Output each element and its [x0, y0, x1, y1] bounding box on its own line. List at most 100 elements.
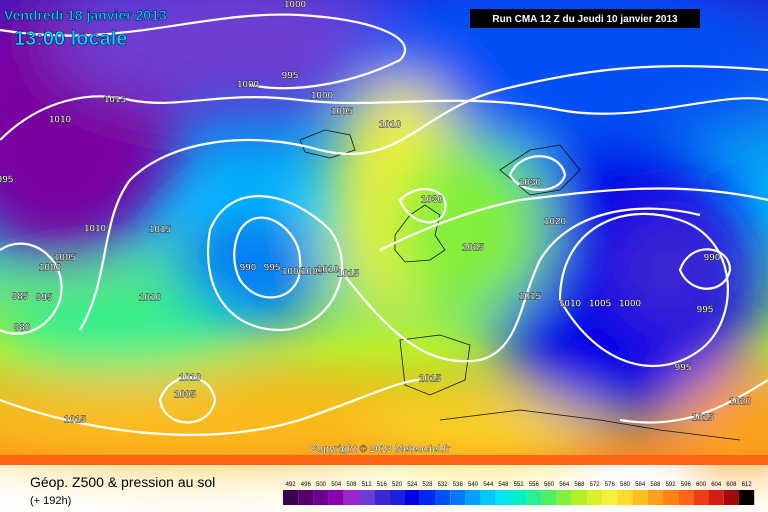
isobar-label: 1005 [174, 390, 197, 401]
legend-swatch [693, 490, 709, 505]
isobar-label: 995 [0, 175, 14, 186]
legend-swatch [678, 490, 694, 505]
isobar-label: 995 [675, 363, 692, 374]
legend-label: 604 [711, 482, 722, 488]
isobar-label: 1015 [692, 413, 715, 424]
legend-swatch [587, 490, 603, 505]
legend-label: 576 [605, 482, 616, 488]
isobar-label: 1020 [544, 217, 567, 228]
isobar-label: 1005 [301, 267, 324, 278]
legend-label: 572 [590, 482, 601, 488]
isobars [0, 13, 768, 436]
legend-label: 588 [650, 482, 661, 488]
legend-swatch [283, 490, 299, 505]
legend-swatch [450, 490, 466, 505]
legend-label: 556 [529, 482, 540, 488]
field [0, 0, 768, 470]
legend-label: 492 [286, 482, 297, 488]
legend-label: 516 [377, 482, 388, 488]
coastlines [299, 129, 741, 441]
legend-label: 560 [544, 482, 555, 488]
legend-swatch [632, 490, 648, 505]
isobar-label: 1015 [64, 415, 87, 426]
legend-label: 528 [422, 482, 433, 488]
legend-label: 512 [362, 482, 373, 488]
footer-title: Géop. Z500 & pression au sol [30, 474, 215, 490]
legend-label: 544 [483, 482, 494, 488]
legend-swatch [571, 490, 587, 505]
legend-label: 596 [681, 482, 692, 488]
date: Vendredi 18 janvier 2013 [4, 7, 167, 23]
legend-label: 580 [620, 482, 631, 488]
isobar-label: 995 [697, 305, 714, 316]
isobar-label: 1015 [519, 292, 542, 303]
isobar-label: 1020 [729, 397, 752, 408]
legend-label: 592 [666, 482, 677, 488]
copyright: Copyright © 2013 Meteociel.fr [310, 444, 451, 455]
legend-label: 612 [742, 482, 753, 488]
isobar-label: 1010 [49, 115, 72, 126]
legend-label: 540 [468, 482, 479, 488]
legend-label: 520 [392, 482, 403, 488]
legend-swatch [541, 490, 557, 505]
legend-swatch [404, 490, 420, 505]
legend-swatch [419, 490, 435, 505]
legend-label: 548 [498, 482, 509, 488]
legend-swatch [298, 490, 314, 505]
isobar-label: 1015 [337, 269, 360, 280]
run-box [470, 9, 700, 28]
isobar-label: 1010 [317, 265, 340, 276]
legend-label: 496 [301, 482, 312, 488]
isobar-label: 1000 [311, 91, 334, 102]
isobar-label: 980 [14, 323, 31, 334]
isobar-label: 1005 [54, 253, 77, 264]
time: 13:00 locale [14, 28, 127, 50]
isobar-label: 1015 [104, 95, 127, 106]
legend-swatch [739, 490, 755, 505]
isobar-label: 995 [282, 71, 299, 82]
legend-swatch [328, 490, 344, 505]
legend-swatch [343, 490, 359, 505]
legend-swatch [495, 490, 511, 505]
legend-swatch [708, 490, 724, 505]
isobar-label: 1000 [282, 267, 305, 278]
legend-swatch [374, 490, 390, 505]
legend-label: 552 [514, 482, 525, 488]
isobar-labels: 1000995100010151010100010051010995103010… [0, 0, 752, 426]
legend-label: 584 [635, 482, 646, 488]
legend-label: 608 [726, 482, 737, 488]
legend-swatch [663, 490, 679, 505]
legend-swatch [389, 490, 405, 505]
isobar-label: 1010 [559, 299, 582, 310]
isobar-label: 1000 [284, 0, 307, 11]
isobar-label: 1000 [619, 299, 642, 310]
legend-swatch [723, 490, 739, 505]
legend-swatch [480, 490, 496, 505]
legend-swatch [465, 490, 481, 505]
legend-label: 600 [696, 482, 707, 488]
isobar-label: 1015 [149, 225, 172, 236]
isobar-label: 995 [264, 263, 281, 274]
isobar-label: 1000 [39, 263, 62, 274]
legend-label: 500 [316, 482, 327, 488]
isobar-label: 1030 [519, 178, 542, 189]
isobar-label: 1010 [379, 120, 402, 131]
legend-swatch [647, 490, 663, 505]
legend-swatch [313, 490, 329, 505]
legend-swatch [435, 490, 451, 505]
legend-swatch [602, 490, 618, 505]
legend-label: 536 [453, 482, 464, 488]
isobar-label: 1000 [237, 80, 260, 91]
legend-swatch [526, 490, 542, 505]
legend-label: 568 [574, 482, 585, 488]
legend-label: 504 [331, 482, 342, 488]
legend-swatch [617, 490, 633, 505]
isobar-label: 1010 [84, 224, 107, 235]
footer-subtitle: (+ 192h) [30, 495, 71, 507]
isobar-label: 1005 [331, 107, 354, 118]
isobar-label: 1030 [421, 195, 444, 206]
isobar-label: 1010 [139, 293, 162, 304]
legend-swatch [556, 490, 572, 505]
isobar-label: 1015 [419, 374, 442, 385]
